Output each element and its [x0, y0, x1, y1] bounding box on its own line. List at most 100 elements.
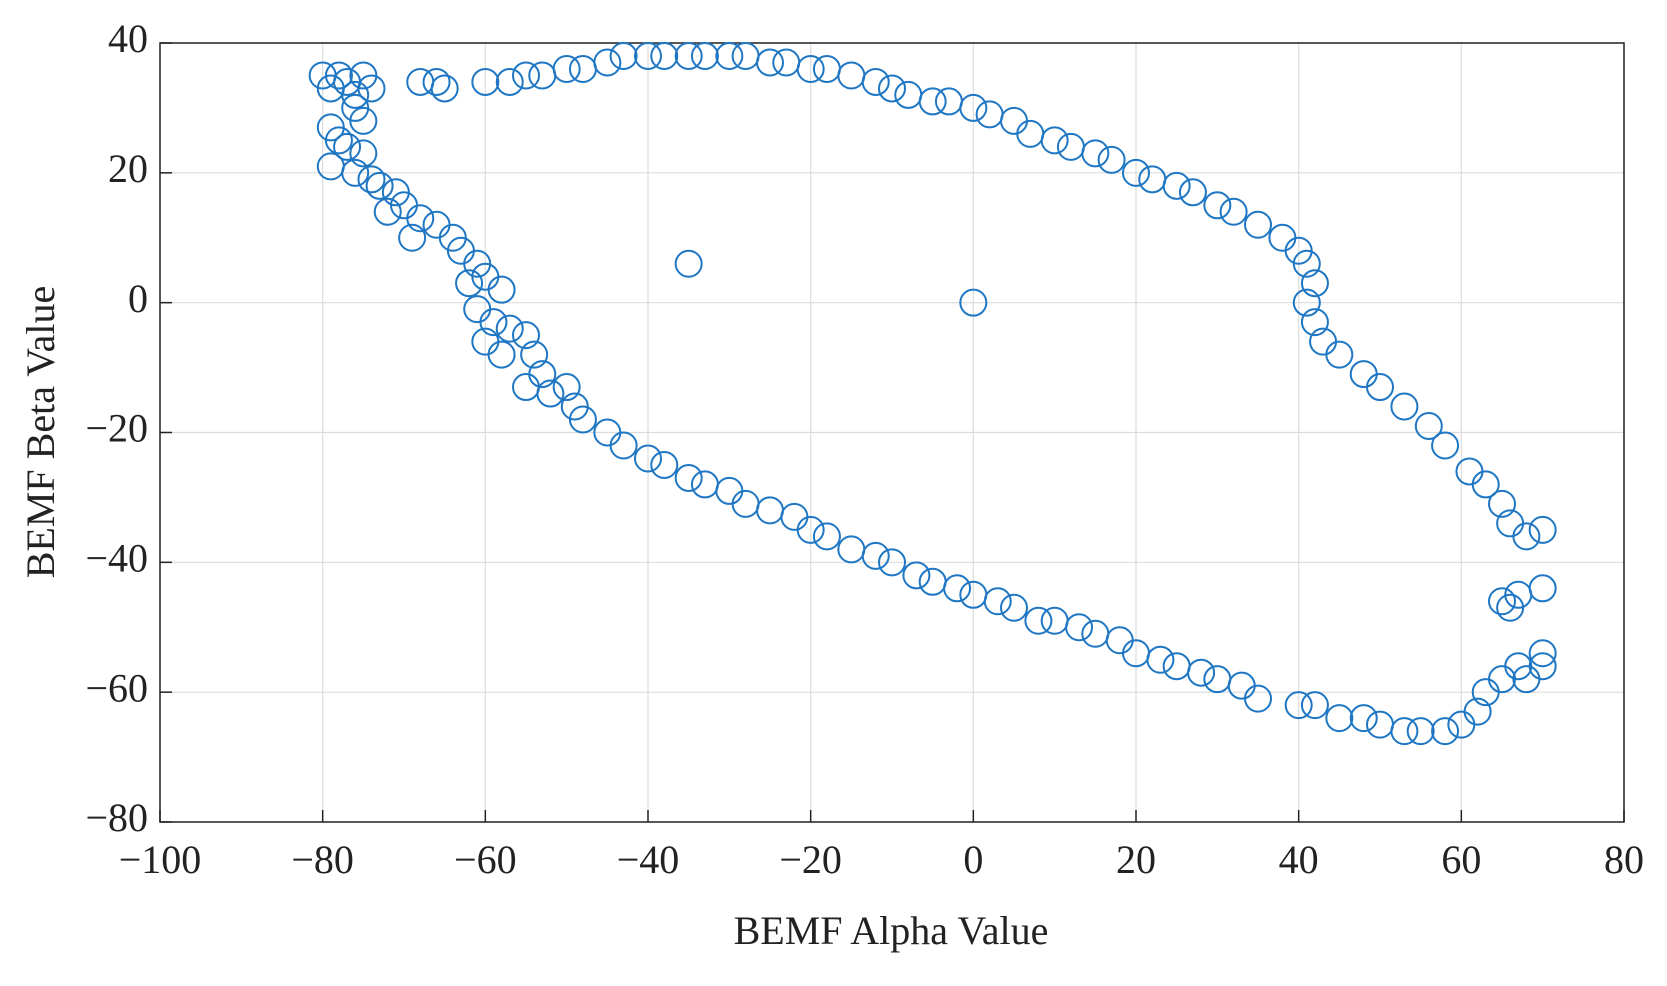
point	[1040, 606, 1069, 635]
point	[1105, 626, 1134, 655]
point	[1000, 106, 1028, 135]
point	[463, 295, 492, 324]
point	[756, 48, 784, 77]
point	[634, 444, 662, 473]
point	[1390, 392, 1419, 421]
y-tick-label: −40	[85, 536, 148, 581]
point	[674, 463, 703, 492]
point	[1097, 145, 1126, 174]
point	[1512, 522, 1541, 551]
point	[894, 80, 923, 109]
point	[479, 308, 508, 337]
y-tick-label: 20	[108, 146, 148, 191]
point	[796, 515, 825, 544]
point	[1325, 704, 1354, 733]
x-tick-label: −20	[779, 837, 842, 882]
point	[772, 48, 801, 77]
point	[1488, 665, 1516, 694]
point	[756, 496, 784, 525]
point	[609, 431, 638, 460]
point	[316, 152, 345, 181]
point	[1471, 470, 1500, 499]
point	[341, 158, 370, 187]
point	[918, 87, 947, 116]
point	[731, 489, 760, 518]
point	[1122, 158, 1150, 187]
point	[1024, 606, 1053, 635]
point	[780, 502, 809, 531]
point	[357, 74, 386, 103]
y-tick-label: −20	[85, 406, 148, 451]
point	[373, 197, 402, 226]
point	[1056, 132, 1085, 161]
point	[1300, 691, 1329, 720]
point	[861, 541, 890, 570]
point	[552, 54, 581, 83]
point	[1463, 697, 1492, 726]
point	[943, 574, 972, 603]
point	[1325, 340, 1354, 369]
x-tick-label: −60	[454, 837, 517, 882]
point	[349, 139, 378, 168]
point	[1081, 619, 1110, 648]
plot-frame	[159, 42, 1625, 823]
point	[1203, 191, 1232, 220]
point	[1528, 639, 1557, 668]
point	[674, 41, 703, 70]
point	[568, 405, 597, 434]
point	[1528, 574, 1557, 603]
point	[406, 67, 435, 96]
point	[1244, 684, 1272, 713]
y-axis-label: BEMF Beta Value	[18, 286, 63, 579]
point	[1244, 210, 1272, 239]
y-tick-label: 40	[108, 16, 148, 61]
point	[1528, 515, 1557, 544]
point	[1268, 223, 1297, 252]
point	[422, 67, 451, 96]
x-tick-label: −100	[119, 837, 202, 882]
point	[398, 223, 427, 252]
point	[1390, 717, 1419, 746]
point	[1219, 197, 1248, 226]
point	[1000, 593, 1028, 622]
point	[406, 204, 435, 233]
point	[934, 87, 963, 116]
point	[324, 126, 353, 155]
point	[690, 41, 719, 70]
point	[528, 61, 557, 90]
point	[1162, 652, 1191, 681]
point	[430, 74, 459, 103]
point	[715, 476, 744, 505]
point	[1366, 710, 1394, 739]
point	[512, 321, 540, 350]
point	[495, 67, 524, 96]
point	[650, 450, 679, 479]
x-axis-label: BEMF Alpha Value	[734, 908, 1049, 953]
point	[1081, 139, 1110, 168]
point	[1431, 431, 1460, 460]
point	[837, 535, 866, 564]
point	[1488, 489, 1516, 518]
point	[455, 269, 484, 298]
point	[1065, 613, 1094, 642]
point	[1414, 412, 1443, 441]
point	[1162, 171, 1191, 200]
point	[422, 210, 451, 239]
point	[1406, 717, 1435, 746]
point	[568, 54, 597, 83]
point	[1178, 178, 1207, 207]
point	[878, 548, 906, 577]
point	[495, 314, 524, 343]
point	[1292, 288, 1321, 317]
point	[690, 470, 719, 499]
point	[634, 41, 662, 70]
point	[983, 587, 1012, 616]
point	[471, 67, 500, 96]
point	[365, 171, 394, 200]
point	[1187, 658, 1216, 687]
point	[902, 561, 931, 590]
point	[333, 132, 362, 161]
point	[918, 567, 947, 596]
point	[1300, 308, 1329, 337]
